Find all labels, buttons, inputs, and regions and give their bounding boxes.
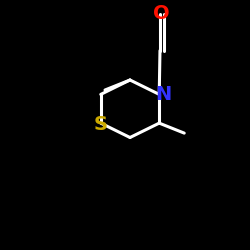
Text: O: O <box>153 4 170 23</box>
Text: S: S <box>94 115 108 134</box>
Text: N: N <box>156 85 172 104</box>
